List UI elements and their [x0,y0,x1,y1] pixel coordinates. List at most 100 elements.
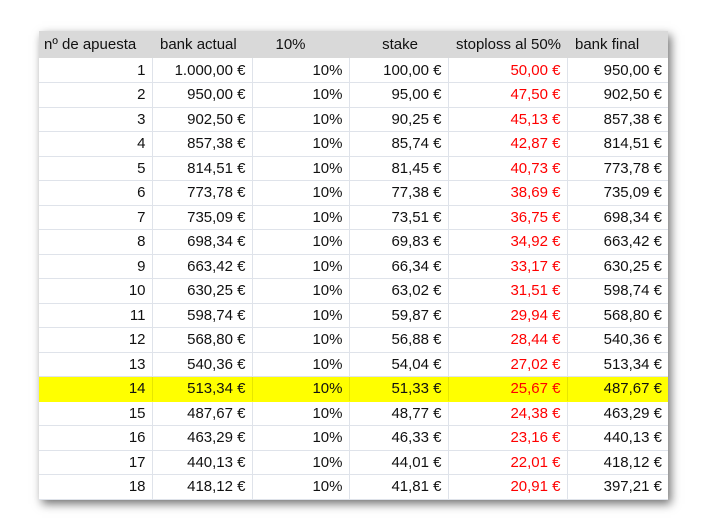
stake-cell[interactable]: 69,83 € [349,229,449,255]
stoploss-cell[interactable]: 38,69 € [448,180,568,206]
bank-actual-cell[interactable]: 513,34 € [152,376,253,402]
stake-cell[interactable]: 46,33 € [349,425,449,451]
bank-actual-cell[interactable]: 540,36 € [152,352,253,377]
percent-cell[interactable]: 10% [252,205,350,230]
stoploss-cell[interactable]: 45,13 € [448,107,568,132]
stoploss-cell[interactable]: 36,75 € [448,205,568,230]
bank-actual-cell[interactable]: 950,00 € [152,82,253,108]
stake-cell[interactable]: 81,45 € [349,156,449,181]
bank-actual-cell[interactable]: 568,80 € [152,327,253,353]
bet-number-cell[interactable]: 14 [39,376,153,402]
bank-final-cell[interactable]: 735,09 € [567,180,668,206]
stake-cell[interactable]: 90,25 € [349,107,449,132]
bank-final-cell[interactable]: 540,36 € [567,327,668,353]
percent-cell[interactable]: 10% [252,180,350,206]
bank-final-cell[interactable]: 663,42 € [567,229,668,255]
bet-number-cell[interactable]: 9 [39,254,153,279]
bank-actual-cell[interactable]: 735,09 € [152,205,253,230]
bet-number-cell[interactable]: 13 [39,352,153,377]
percent-cell[interactable]: 10% [252,303,350,328]
bet-number-cell[interactable]: 17 [39,450,153,475]
stoploss-cell[interactable]: 23,16 € [448,425,568,451]
percent-cell[interactable]: 10% [252,107,350,132]
bank-actual-cell[interactable]: 698,34 € [152,229,253,255]
stoploss-cell[interactable]: 47,50 € [448,82,568,108]
percent-cell[interactable]: 10% [252,327,350,353]
percent-cell[interactable]: 10% [252,376,350,402]
bank-actual-cell[interactable]: 902,50 € [152,107,253,132]
bet-number-cell[interactable]: 18 [39,474,153,500]
header-stake[interactable]: stake [382,36,418,53]
bet-number-cell[interactable]: 6 [39,180,153,206]
bank-final-cell[interactable]: 950,00 € [567,58,668,83]
bet-number-cell[interactable]: 11 [39,303,153,328]
percent-cell[interactable]: 10% [252,401,350,426]
bet-number-cell[interactable]: 10 [39,278,153,304]
stake-cell[interactable]: 100,00 € [349,58,449,83]
bank-actual-cell[interactable]: 463,29 € [152,425,253,451]
percent-cell[interactable]: 10% [252,450,350,475]
stoploss-cell[interactable]: 50,00 € [448,58,568,83]
bank-final-cell[interactable]: 630,25 € [567,254,668,279]
stake-cell[interactable]: 59,87 € [349,303,449,328]
stake-cell[interactable]: 44,01 € [349,450,449,475]
percent-cell[interactable]: 10% [252,425,350,451]
stoploss-cell[interactable]: 34,92 € [448,229,568,255]
bank-final-cell[interactable]: 598,74 € [567,278,668,304]
bet-number-cell[interactable]: 2 [39,82,153,108]
bank-actual-cell[interactable]: 773,78 € [152,180,253,206]
bank-actual-cell[interactable]: 1.000,00 € [152,58,253,83]
stake-cell[interactable]: 48,77 € [349,401,449,426]
header-stoploss[interactable]: stoploss al 50% [455,36,561,53]
stoploss-cell[interactable]: 29,94 € [448,303,568,328]
bank-final-cell[interactable]: 440,13 € [567,425,668,451]
bank-actual-cell[interactable]: 487,67 € [152,401,253,426]
percent-cell[interactable]: 10% [252,474,350,500]
stake-cell[interactable]: 63,02 € [349,278,449,304]
bank-final-cell[interactable]: 397,21 € [567,474,668,500]
bank-actual-cell[interactable]: 630,25 € [152,278,253,304]
stake-cell[interactable]: 66,34 € [349,254,449,279]
stake-cell[interactable]: 56,88 € [349,327,449,353]
bank-final-cell[interactable]: 902,50 € [567,82,668,108]
bet-number-cell[interactable]: 12 [39,327,153,353]
stoploss-cell[interactable]: 27,02 € [448,352,568,377]
bet-number-cell[interactable]: 7 [39,205,153,230]
bet-number-cell[interactable]: 8 [39,229,153,255]
stoploss-cell[interactable]: 42,87 € [448,131,568,157]
bet-number-cell[interactable]: 3 [39,107,153,132]
bank-actual-cell[interactable]: 663,42 € [152,254,253,279]
bank-final-cell[interactable]: 513,34 € [567,352,668,377]
bank-final-cell[interactable]: 487,67 € [567,376,668,402]
stoploss-cell[interactable]: 24,38 € [448,401,568,426]
bank-actual-cell[interactable]: 440,13 € [152,450,253,475]
stoploss-cell[interactable]: 31,51 € [448,278,568,304]
stake-cell[interactable]: 85,74 € [349,131,449,157]
bank-final-cell[interactable]: 698,34 € [567,205,668,230]
stake-cell[interactable]: 95,00 € [349,82,449,108]
stoploss-cell[interactable]: 20,91 € [448,474,568,500]
percent-cell[interactable]: 10% [252,229,350,255]
stoploss-cell[interactable]: 33,17 € [448,254,568,279]
percent-cell[interactable]: 10% [252,254,350,279]
bank-final-cell[interactable]: 814,51 € [567,131,668,157]
percent-cell[interactable]: 10% [252,131,350,157]
bank-final-cell[interactable]: 857,38 € [567,107,668,132]
stake-cell[interactable]: 54,04 € [349,352,449,377]
percent-cell[interactable]: 10% [252,156,350,181]
stoploss-cell[interactable]: 40,73 € [448,156,568,181]
stake-cell[interactable]: 77,38 € [349,180,449,206]
bet-number-cell[interactable]: 16 [39,425,153,451]
stake-cell[interactable]: 51,33 € [349,376,449,402]
header-bank-final[interactable]: bank final [575,36,640,53]
percent-cell[interactable]: 10% [252,352,350,377]
bet-number-cell[interactable]: 4 [39,131,153,157]
percent-cell[interactable]: 10% [252,82,350,108]
bank-final-cell[interactable]: 773,78 € [567,156,668,181]
header-percent[interactable]: 10% [275,36,306,53]
stake-cell[interactable]: 73,51 € [349,205,449,230]
percent-cell[interactable]: 10% [252,58,350,83]
stoploss-cell[interactable]: 25,67 € [448,376,568,402]
bank-final-cell[interactable]: 463,29 € [567,401,668,426]
stoploss-cell[interactable]: 22,01 € [448,450,568,475]
